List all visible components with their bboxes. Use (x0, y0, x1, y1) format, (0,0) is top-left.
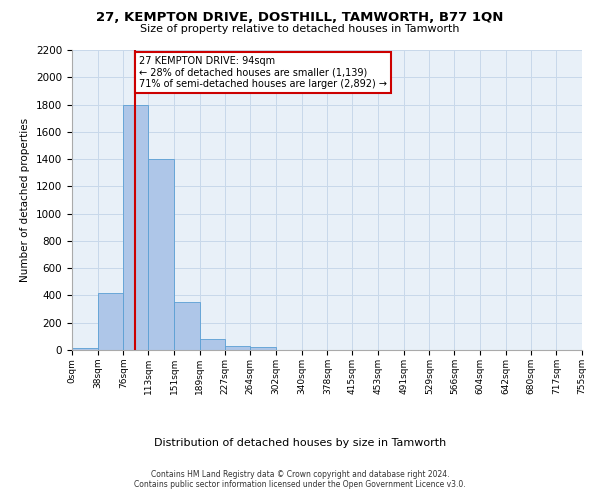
Text: 27, KEMPTON DRIVE, DOSTHILL, TAMWORTH, B77 1QN: 27, KEMPTON DRIVE, DOSTHILL, TAMWORTH, B… (97, 11, 503, 24)
Text: Distribution of detached houses by size in Tamworth: Distribution of detached houses by size … (154, 438, 446, 448)
Bar (72, 348, 98, 350)
Y-axis label: Number of detached properties: Number of detached properties (20, 118, 31, 282)
Text: Contains HM Land Registry data © Crown copyright and database right 2024.
Contai: Contains HM Land Registry data © Crown c… (134, 470, 466, 489)
Bar (226, 346, 250, 350)
Text: 27 KEMPTON DRIVE: 94sqm
← 28% of detached houses are smaller (1,139)
71% of semi: 27 KEMPTON DRIVE: 94sqm ← 28% of detache… (139, 56, 387, 90)
Bar (124, 104, 148, 350)
Bar (148, 159, 174, 350)
Bar (250, 348, 276, 350)
Bar (200, 339, 226, 350)
Bar (98, 292, 124, 350)
Bar (174, 302, 200, 350)
Text: Size of property relative to detached houses in Tamworth: Size of property relative to detached ho… (140, 24, 460, 34)
